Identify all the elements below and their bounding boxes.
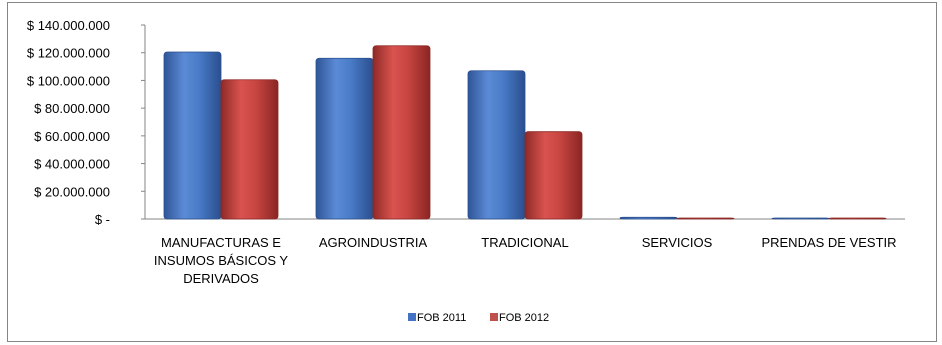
bar-fob-2012-2 — [524, 131, 583, 220]
y-tick-label: $ 60.000.000 — [34, 129, 110, 144]
x-category-label: TRADICIONAL — [481, 235, 568, 250]
chart-labels: MANUFACTURAS E INSUMOS BÁSICOS Y DERIVADOS… — [154, 235, 897, 286]
bar-fob-2011-2 — [467, 70, 526, 220]
y-tick-label: $ 80.000.000 — [34, 101, 110, 116]
bar-fob-2012-3 — [676, 217, 735, 220]
y-tick-label: $ 100.000.000 — [27, 73, 110, 88]
bar-fob-2012-0 — [220, 79, 279, 220]
bar-fob-2011-4 — [771, 217, 830, 220]
y-tick-label: $ 120.000.000 — [27, 46, 110, 61]
y-tick-label: $ 40.000.000 — [34, 157, 110, 172]
legend-label-1: FOB 2012 — [499, 312, 549, 324]
y-tick-label: $ 20.000.000 — [34, 184, 110, 199]
bar-fob-2011-3 — [619, 216, 678, 220]
bar-fob-2011-1 — [315, 57, 374, 220]
legend-swatch-0 — [408, 313, 416, 321]
bar-fob-2011-0 — [163, 51, 222, 220]
bar-fob-2012-1 — [372, 45, 431, 220]
y-tick-label: $ 140.000.000 — [27, 18, 110, 33]
x-category-label: MANUFACTURAS E INSUMOS BÁSICOS Y DERIVADOS — [154, 235, 288, 286]
chart-legend: FOB 2011 FOB 2012 — [408, 312, 549, 324]
chart-bars — [163, 45, 887, 220]
y-tick-label: $ - — [95, 212, 110, 227]
x-category-label: SERVICIOS — [642, 235, 713, 250]
legend-label-0: FOB 2011 — [417, 312, 466, 324]
x-category-label: AGROINDUSTRIA — [319, 235, 428, 250]
legend-swatch-1 — [490, 313, 498, 321]
chart-axes: $ - $ 20.000.000 $ 40.000.000 $ 60.000.000 $… — [27, 18, 905, 227]
x-category-label: PRENDAS DE VESTIR — [761, 235, 896, 250]
bar-fob-2012-4 — [828, 217, 887, 220]
